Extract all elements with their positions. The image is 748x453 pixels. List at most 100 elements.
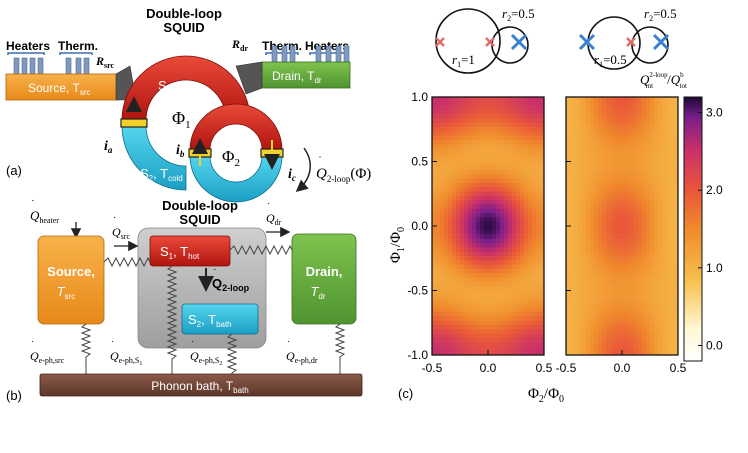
heatmap-cell <box>516 152 521 158</box>
heatmap-cell <box>492 191 497 197</box>
heatmap-cell <box>532 221 537 227</box>
heatmap-cell <box>452 294 457 300</box>
heatmap-cell <box>566 251 571 257</box>
heatmap-cell <box>574 161 579 167</box>
heatmap-cell <box>674 174 679 179</box>
heatmap-cell <box>480 183 485 188</box>
heatmap-cell <box>590 337 595 343</box>
heatmap-cell <box>536 273 541 278</box>
heatmap-cell <box>540 170 545 175</box>
heatmap-cell <box>634 131 639 136</box>
heatmap-cell <box>610 251 615 257</box>
heatmap-cell <box>492 183 497 188</box>
heatmap-cell <box>488 277 493 283</box>
heatmap-cell <box>598 204 603 210</box>
heatmap-cell <box>508 333 513 339</box>
heatmap-cell <box>488 316 493 321</box>
heatmap-cell <box>642 200 647 205</box>
heatmap-cell <box>578 144 583 149</box>
heatmap-cell <box>504 221 509 227</box>
heatmap-cell <box>468 131 473 136</box>
heatmap-cell <box>626 350 631 356</box>
heatmap-cell <box>638 277 643 283</box>
heatmap-cell <box>480 256 485 261</box>
heatmap-cell <box>452 187 457 192</box>
heatmap-cell <box>598 269 603 274</box>
heatmap-cell <box>524 273 529 278</box>
heatmap-cell <box>646 320 651 326</box>
heatmap-cell <box>614 243 619 248</box>
heatmap-cell <box>662 247 667 253</box>
heatmap-cell <box>460 230 465 235</box>
heatmap-cell <box>448 195 453 201</box>
heatmap-cell <box>460 200 465 205</box>
heatmap-cell <box>618 290 623 296</box>
heatmap-cell <box>638 251 643 257</box>
heatmap-cell <box>598 135 603 141</box>
squid-title-b-line2: SQUID <box>179 212 220 227</box>
heatmap-cell <box>662 174 667 179</box>
heatmap-cell <box>536 260 541 265</box>
heatmap-cell <box>602 127 607 132</box>
heatmap-cell <box>646 183 651 188</box>
heatmap-cell <box>586 299 591 304</box>
heatmap-cell <box>642 350 647 356</box>
heatmap-cell <box>610 256 615 261</box>
heatmap-cell <box>646 247 651 253</box>
heatmap-cell <box>536 152 541 158</box>
heatmap-cell <box>472 286 477 291</box>
heatmap-cell <box>674 226 679 231</box>
heatmap-cell <box>492 350 497 356</box>
heatmap-cell <box>658 290 663 296</box>
heatmap-cell <box>638 230 643 235</box>
heatmap-cell <box>508 208 513 214</box>
heatmap-cell <box>540 294 545 300</box>
heatmap-cell <box>500 238 505 244</box>
heatmap-cell <box>456 208 461 214</box>
heatmap-cell <box>630 187 635 192</box>
heatmap-cell <box>570 290 575 296</box>
heatmap-cell <box>610 324 615 330</box>
heatmap-cell <box>590 316 595 321</box>
heatmap-cell <box>602 187 607 192</box>
heatmap-cell <box>540 165 545 171</box>
heatmap-cell <box>540 161 545 167</box>
heatmap-cell <box>480 230 485 235</box>
heatmap-cell <box>496 247 501 253</box>
heatmap-cell <box>464 105 469 111</box>
heatmap-cell <box>516 97 521 102</box>
heatmap-cell <box>614 316 619 321</box>
heatmap-cell <box>674 157 679 162</box>
heatmap-cell <box>574 135 579 141</box>
heatmap-cell <box>570 105 575 111</box>
heatmap-cell <box>646 324 651 330</box>
heatmap-cell <box>614 191 619 197</box>
heatmap-cell <box>484 135 489 141</box>
heatmap-cell <box>598 277 603 283</box>
heatmap-cell <box>626 238 631 244</box>
heatmap-cell <box>654 157 659 162</box>
heatmap-cell <box>500 165 505 171</box>
heatmap-cell <box>468 337 473 343</box>
heatmap-cell <box>654 144 659 149</box>
heatmap-cell <box>504 161 509 167</box>
heatmap-cell <box>670 290 675 296</box>
heatmap-cell <box>602 269 607 274</box>
heatmap-cell <box>472 299 477 304</box>
heatmap-cell <box>594 208 599 214</box>
heatmap-cell <box>606 234 611 240</box>
heatmap-cell <box>452 213 457 218</box>
heatmap-cell <box>590 105 595 111</box>
heatmap-cell <box>500 174 505 179</box>
heatmap-cell <box>440 346 445 351</box>
heatmap-cell <box>436 320 441 326</box>
heatmap-cell <box>606 144 611 149</box>
heatmap-cell <box>598 144 603 149</box>
heatmap-cell <box>496 208 501 214</box>
heatmap-cell <box>492 140 497 145</box>
heatmap-cell <box>520 187 525 192</box>
heatmap-cell <box>574 281 579 287</box>
heatmap-cell <box>662 200 667 205</box>
heatmap-cell <box>540 273 545 278</box>
heatmap-cell <box>512 200 517 205</box>
